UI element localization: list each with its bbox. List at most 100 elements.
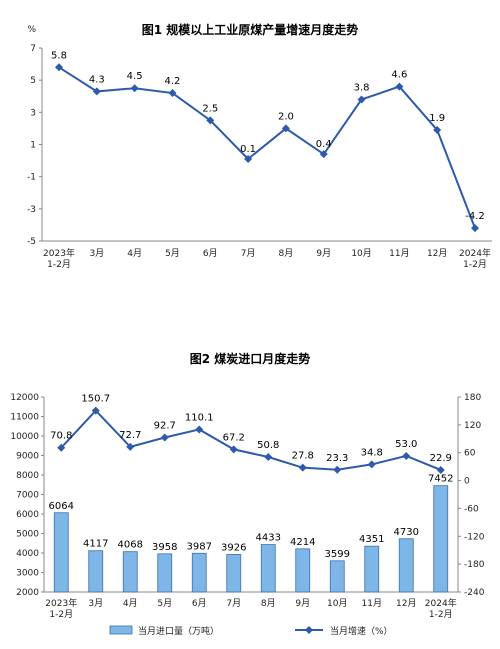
chart2-left-tick-label: 6000 <box>16 510 39 520</box>
chart2-growth-point <box>91 406 100 415</box>
chart1-x-tick-label: 3月 <box>89 248 104 259</box>
chart2-bar <box>157 553 173 593</box>
chart2-right-tick-label: 60 <box>464 449 476 459</box>
chart1-y-tick-label: 3 <box>30 108 36 118</box>
chart1-data-point <box>281 124 290 133</box>
chart1-y-tick-label: -1 <box>27 173 36 183</box>
chart1-data-label: 0.1 <box>240 144 256 155</box>
chart1-data-point <box>395 82 404 91</box>
chart1-data-label: 4.2 <box>165 76 181 87</box>
chart1-data-label: 1.9 <box>429 113 445 124</box>
chart2-right-tick-label: 0 <box>464 477 470 487</box>
chart2-left-tick-label: 11000 <box>10 413 39 423</box>
chart1-y-tick-label: -3 <box>27 205 36 215</box>
chart2-x-tick-label: 2024年 <box>425 597 457 609</box>
chart1-title: 图1 规模以上工业原煤产量增速月度走势 <box>142 22 359 37</box>
chart1-x-tick-label: 1-2月 <box>47 259 71 270</box>
chart2-bar-label: 4214 <box>290 537 315 548</box>
chart2-legend-bar-label: 当月进口量（万吨） <box>138 625 219 637</box>
chart2-growth-point <box>298 463 307 472</box>
chart2-growth-label: 150.7 <box>81 394 110 405</box>
chart1-data-point <box>244 154 253 163</box>
chart1-line-series <box>58 66 476 229</box>
chart2-x-tick-label: 2023年 <box>45 597 77 609</box>
chart1-data-label: -4.2 <box>465 211 485 222</box>
chart2-bar-label: 3599 <box>325 549 350 560</box>
chart1-x-tick-label: 2024年 <box>459 247 491 259</box>
chart2-bar-label: 6064 <box>49 501 74 512</box>
chart2-left-tick-label: 10000 <box>10 432 39 442</box>
chart2-growth-point <box>229 445 238 454</box>
chart2-right-tick-label: -120 <box>464 532 485 542</box>
chart1-x-tick-label: 12月 <box>427 248 447 259</box>
chart2-bar <box>122 551 138 593</box>
chart2-left-tick-label: 7000 <box>16 491 39 501</box>
chart2-x-tick-label: 8月 <box>261 598 276 609</box>
chart1-data-point <box>168 89 177 98</box>
chart1-x-tick-label: 7月 <box>241 248 256 259</box>
chart2-growth-label: 110.1 <box>185 412 214 423</box>
chart2-bar-label: 4068 <box>118 540 143 551</box>
chart1-data-point <box>433 126 442 135</box>
chart2-bar <box>433 485 449 593</box>
chart1-data-label: 4.5 <box>127 71 143 82</box>
chart2-bar-label: 4351 <box>359 534 384 545</box>
chart2-bar-label: 3958 <box>152 542 177 553</box>
chart2-right-tick-label: -240 <box>464 588 485 598</box>
chart2-x-tick-label: 4月 <box>123 598 138 609</box>
chart1-x-tick-label: 4月 <box>127 248 142 259</box>
chart2-x-tick-label: 11月 <box>362 598 382 609</box>
chart1-y-tick-label: 1 <box>30 141 36 151</box>
chart1-data-label: 5.8 <box>51 50 67 61</box>
chart1-data-label: 4.3 <box>89 74 105 85</box>
chart2-right-tick-label: 180 <box>464 393 481 403</box>
chart2-growth-point <box>57 443 66 452</box>
chart1-x-tick-label: 6月 <box>203 248 218 259</box>
chart2-bar <box>364 545 380 593</box>
chart2-x-tick-label: 12月 <box>396 598 416 609</box>
chart1-x-tick-label: 1-2月 <box>463 259 487 270</box>
chart2-x-tick-label: 7月 <box>226 598 241 609</box>
chart2-bar <box>260 544 276 593</box>
chart2-growth-point <box>333 465 342 474</box>
chart2-bar-label: 4117 <box>83 539 108 550</box>
chart2-bar-label: 7452 <box>428 474 453 485</box>
chart2-growth-label: 27.8 <box>292 451 314 462</box>
chart1-data-label: 2.5 <box>202 103 218 114</box>
chart2-growth-label: 34.8 <box>361 447 383 458</box>
chart2-bar <box>398 538 414 593</box>
chart1-data-point <box>471 224 479 233</box>
chart2-x-tick-label: 6月 <box>192 598 207 609</box>
chart2-growth-label: 70.8 <box>50 431 72 442</box>
chart1-data-point <box>319 150 328 159</box>
chart2-x-tick-label: 5月 <box>157 598 172 609</box>
chart2-bar-label: 3987 <box>187 541 212 552</box>
chart2-bar <box>295 548 311 593</box>
chart1-data-point <box>357 95 366 104</box>
chart1-x-tick-label: 10月 <box>351 248 371 259</box>
chart2-left-tick-label: 5000 <box>16 530 39 540</box>
chart1-data-label: 2.0 <box>278 111 294 122</box>
chart2-growth-label: 53.0 <box>395 439 417 450</box>
chart1-data-point <box>206 116 215 125</box>
chart2-growth-point <box>264 452 273 461</box>
chart1-x-tick-label: 2023年 <box>43 247 75 259</box>
chart2-growth-point <box>126 442 135 451</box>
chart1-x-tick-label: 5月 <box>165 248 180 259</box>
chart2-growth-label: 22.9 <box>430 453 452 464</box>
chart1-x-tick-label: 8月 <box>279 248 294 259</box>
chart2-left-tick-label: 3000 <box>16 569 39 579</box>
chart1-y-tick-label: 5 <box>30 76 36 86</box>
chart1-ylabel: % <box>27 25 36 35</box>
chart2-bar-label: 3926 <box>221 542 246 553</box>
chart2-x-tick-label: 1-2月 <box>429 609 453 620</box>
chart2-legend-line-marker <box>305 626 313 634</box>
chart1-data-point <box>130 84 139 93</box>
chart2-bar-label: 4433 <box>256 533 281 544</box>
chart2-left-tick-label: 4000 <box>16 549 39 559</box>
chart2-growth-point <box>367 460 376 469</box>
chart1-y-tick-label: -5 <box>27 237 36 247</box>
chart2-growth-label: 23.3 <box>326 453 348 464</box>
chart2-title: 图2 煤炭进口月度走势 <box>190 351 311 366</box>
